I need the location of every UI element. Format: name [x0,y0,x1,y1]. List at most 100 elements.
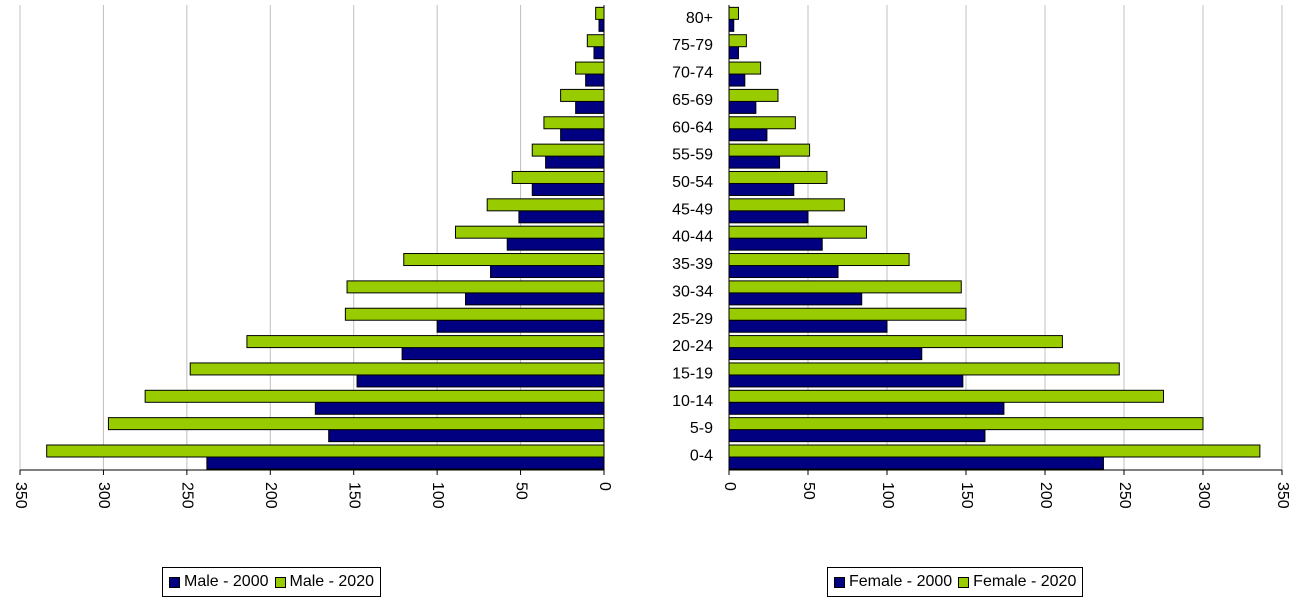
left-bar [403,253,605,267]
right-bar [728,280,962,294]
right-tick-label: 350 [1274,482,1291,509]
left-bar [206,456,605,470]
category-label: 65-69 [672,92,713,109]
left-bar [575,100,605,114]
category-label: 10-14 [672,393,713,410]
right-bar [728,198,845,212]
category-label: 35-39 [672,256,713,273]
left-bar [545,155,605,169]
right-bar [728,46,739,60]
left-bar [543,116,605,130]
right-bar [728,155,781,169]
category-label: 20-24 [672,338,713,355]
legend-male: Male - 2000 Male - 2020 [162,567,381,597]
legend-female: Female - 2000 Female - 2020 [827,567,1084,597]
left-bar [107,417,605,431]
right-bar [728,347,923,361]
right-bar [728,210,809,224]
right-bar [728,116,796,130]
right-bar [728,225,867,239]
left-bar [490,265,605,279]
right-bar [728,456,1104,470]
left-bar [486,198,605,212]
right-bar [728,88,779,102]
category-label: 40-44 [672,229,713,246]
right-bar [728,18,735,32]
left-bar [144,389,605,403]
left-bar [436,319,605,333]
left-tick-label: 350 [12,482,29,509]
legend-item-female-2020: Female - 2020 [958,573,1076,591]
legend-swatch-female-2020 [958,576,970,588]
right-bar [728,444,1261,458]
right-tick-label: 250 [1116,482,1133,509]
legend-swatch-female-2000 [834,576,845,588]
left-bar [328,429,605,443]
left-bar [518,210,605,224]
right-bar [728,73,746,87]
category-label: 75-79 [672,37,713,54]
right-bar [728,401,1005,415]
left-tick-label: 100 [429,482,446,509]
right-bar [728,292,863,306]
category-label: 30-34 [672,283,713,300]
category-label: 70-74 [672,65,713,82]
left-bar [593,46,605,60]
legend-label-female-2020: Female - 2020 [973,573,1077,590]
right-bar [728,335,1063,349]
right-bar [728,265,839,279]
right-tick-label: 0 [721,482,738,491]
category-label: 60-64 [672,119,713,136]
left-bar [346,280,605,294]
left-bar [595,6,605,20]
right-bar [728,417,1204,431]
right-tick-label: 200 [1037,482,1054,509]
left-tick-label: 200 [262,482,279,509]
right-bar [728,128,768,142]
left-tick-label: 50 [512,482,529,500]
left-tick-label: 0 [596,482,613,491]
left-bar [356,374,605,388]
right-bar [728,143,811,157]
legend-label-female-2000: Female - 2000 [849,573,953,590]
left-bar [189,362,605,376]
category-label: 25-29 [672,311,713,328]
category-label: 55-59 [672,147,713,164]
left-bar [454,225,605,239]
left-tick-label: 300 [95,482,112,509]
right-tick-label: 100 [879,482,896,509]
legend-item-female-2000: Female - 2000 [834,573,952,591]
left-bar [401,347,605,361]
left-bar [314,401,605,415]
category-label: 50-54 [672,174,713,191]
left-bar [465,292,605,306]
left-tick-label: 150 [345,482,362,509]
category-label: 5-9 [690,420,713,437]
category-label: 80+ [686,10,713,27]
left-bar [531,143,605,157]
legend-swatch-male-2020 [274,576,286,588]
left-bar [46,444,605,458]
legend-item-male-2020: Male - 2020 [274,573,375,591]
left-bar [575,61,605,75]
left-bar [586,34,605,48]
right-bar [728,362,1120,376]
right-bar [728,389,1164,403]
category-label: 15-19 [672,365,713,382]
category-label: 45-49 [672,201,713,218]
left-bar [531,182,605,196]
left-bar [560,88,605,102]
right-bar [728,182,795,196]
right-bar [728,237,823,251]
left-bar [511,170,605,184]
right-bar [728,253,910,267]
left-bar [598,18,605,32]
legend-label-male-2020: Male - 2020 [289,573,375,590]
legend-item-male-2000: Male - 2000 [169,573,269,591]
right-bar [728,100,757,114]
category-label: 0-4 [690,448,713,465]
right-bar [728,34,747,48]
left-bar [246,335,605,349]
left-bar [506,237,605,251]
